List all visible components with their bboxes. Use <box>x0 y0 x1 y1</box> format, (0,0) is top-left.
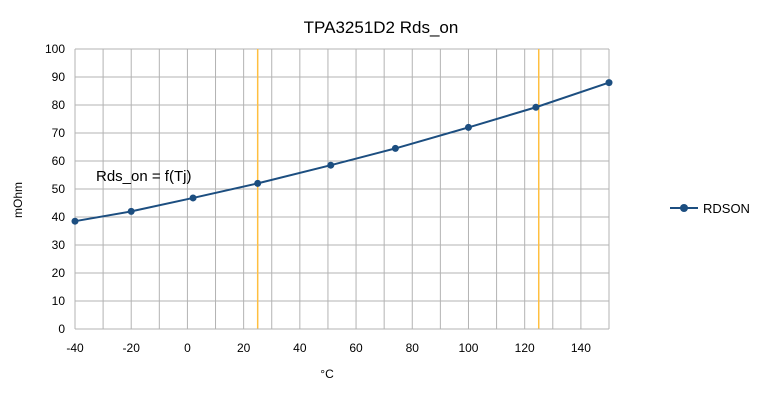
y-tick-label: 50 <box>52 182 66 196</box>
legend: RDSON <box>670 201 750 216</box>
x-tick-label: 20 <box>237 341 251 355</box>
annotation-text: Rds_on = f(Tj) <box>96 168 191 185</box>
y-tick-label: 60 <box>52 154 66 168</box>
y-tick-label: 10 <box>52 294 66 308</box>
reference-lines <box>256 49 540 329</box>
data-point <box>464 123 472 131</box>
data-point <box>605 79 613 87</box>
data-point <box>391 144 399 152</box>
y-tick-label: 80 <box>52 98 66 112</box>
grid <box>74 48 610 330</box>
x-tick-label: 80 <box>406 341 420 355</box>
y-tick-label: 90 <box>52 70 66 84</box>
x-tick-label: 140 <box>571 341 591 355</box>
y-axis-label: mOhm <box>11 182 25 218</box>
y-tick-labels: 0 10 20 30 40 50 60 70 80 90 100 <box>45 42 65 336</box>
data-point <box>254 179 262 187</box>
x-tick-label: 40 <box>293 341 307 355</box>
chart-title: TPA3251D2 Rds_on <box>304 18 459 37</box>
y-tick-label: 40 <box>52 210 66 224</box>
x-tick-labels: -40 -20 0 20 40 60 80 100 120 140 <box>66 341 591 355</box>
y-tick-label: 70 <box>52 126 66 140</box>
y-tick-label: 0 <box>58 322 65 336</box>
data-point <box>127 207 135 215</box>
x-tick-label: 0 <box>184 341 191 355</box>
x-tick-label: -40 <box>66 341 84 355</box>
series-line <box>74 81 610 223</box>
data-point <box>189 194 197 202</box>
x-axis-label: °C <box>320 367 334 381</box>
y-tick-label: 20 <box>52 266 66 280</box>
series-layer <box>71 79 613 225</box>
data-point <box>71 217 79 225</box>
legend-marker <box>680 204 688 212</box>
x-tick-label: -20 <box>123 341 141 355</box>
y-tick-label: 30 <box>52 238 66 252</box>
x-tick-label: 60 <box>349 341 363 355</box>
x-tick-label: 120 <box>515 341 535 355</box>
data-point <box>532 103 540 111</box>
legend-label: RDSON <box>703 201 750 216</box>
axes <box>74 49 609 330</box>
x-tick-label: 100 <box>458 341 478 355</box>
data-point <box>327 161 335 169</box>
y-tick-label: 100 <box>45 42 65 56</box>
